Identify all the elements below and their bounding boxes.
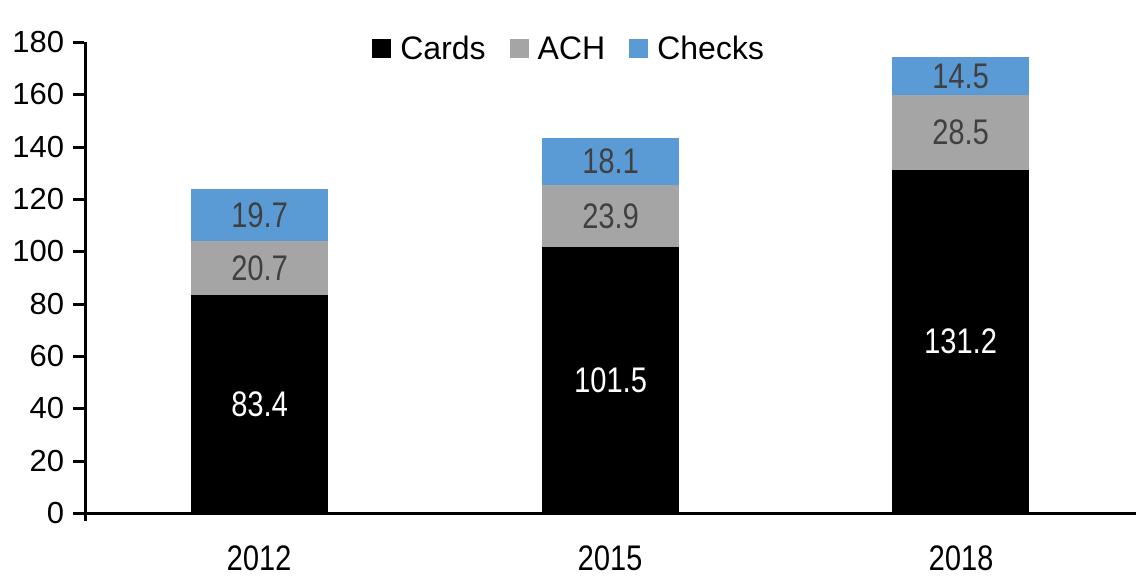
legend-item-cards: Cards — [372, 30, 486, 66]
bar-value-label-cards-2012: 83.4 — [231, 384, 288, 424]
bar-segment-ach-2018 — [892, 95, 1030, 170]
bar-segment-checks-2015 — [541, 137, 679, 185]
y-axis-tick-mark — [73, 145, 84, 149]
y-axis-tick-mark — [73, 355, 84, 358]
bar-value-label-checks-2018: 14.5 — [932, 57, 989, 97]
bar-group-2012: 83.4 20.7 19.7 — [190, 0, 328, 513]
legend-item-ach: ACH — [509, 30, 606, 66]
y-axis-tick-mark — [73, 407, 84, 411]
bar-value-label-cards-2018: 131.2 — [924, 322, 998, 362]
y-axis-tick-label: 80 — [29, 285, 64, 321]
bar-segment-cards-2015 — [541, 247, 679, 513]
bar-segment-checks-2018 — [892, 57, 1030, 96]
legend-swatch-checks — [629, 38, 649, 58]
x-axis-line — [84, 512, 1136, 515]
bar-group-2015: 101.5 23.9 18.1 — [541, 0, 679, 513]
legend-swatch-ach — [509, 38, 529, 58]
y-axis-tick-mark — [73, 459, 84, 463]
y-axis-tick-mark — [73, 93, 84, 97]
y-axis-line — [84, 42, 87, 521]
y-axis-tick-label: 120 — [12, 181, 64, 216]
x-axis-label-2015: 2015 — [577, 539, 643, 578]
y-axis-tick-mark — [73, 41, 84, 44]
y-axis-tick-label: 180 — [12, 24, 64, 59]
y-axis-tick-label: 160 — [12, 76, 64, 112]
legend-label-ach: ACH — [537, 30, 606, 66]
bar-value-label-checks-2015: 18.1 — [581, 142, 639, 182]
bar-segment-ach-2012 — [190, 240, 328, 295]
bar-value-label-ach-2015: 23.9 — [581, 197, 639, 237]
bar-segment-cards-2018 — [892, 169, 1030, 513]
y-axis-tick-mark — [73, 512, 84, 515]
bar-value-label-cards-2015: 101.5 — [573, 361, 647, 401]
y-axis-tick-label: 100 — [12, 233, 64, 269]
y-axis-tick-label: 0 — [46, 495, 64, 530]
bar-segment-ach-2015 — [541, 184, 679, 248]
legend-swatch-cards — [372, 38, 392, 58]
y-axis-tick-mark — [73, 198, 84, 201]
legend-item-checks: Checks — [629, 32, 764, 64]
legend-label-checks: Checks — [657, 30, 764, 66]
x-axis-label-2018: 2018 — [928, 539, 993, 578]
y-axis-tick-label: 60 — [29, 338, 64, 373]
bar-value-label-ach-2018: 28.5 — [932, 113, 989, 153]
y-axis-tick-mark — [73, 250, 84, 254]
y-axis-tick-label: 140 — [12, 128, 64, 164]
x-axis-label-2012: 2012 — [227, 539, 292, 578]
chart-legend: Cards ACH Checks — [0, 32, 1136, 64]
y-axis-tick-label: 40 — [29, 390, 64, 426]
bar-segment-cards-2012 — [190, 294, 328, 513]
bar-value-label-ach-2012: 20.7 — [231, 248, 288, 288]
bar-group-2018: 131.2 28.5 14.5 — [892, 0, 1030, 513]
y-axis-tick-mark — [73, 302, 84, 306]
bar-value-label-checks-2012: 19.7 — [231, 195, 288, 235]
legend-label-cards: Cards — [400, 30, 486, 66]
y-axis-tick-label: 20 — [29, 442, 64, 478]
bar-segment-checks-2012 — [190, 189, 328, 241]
